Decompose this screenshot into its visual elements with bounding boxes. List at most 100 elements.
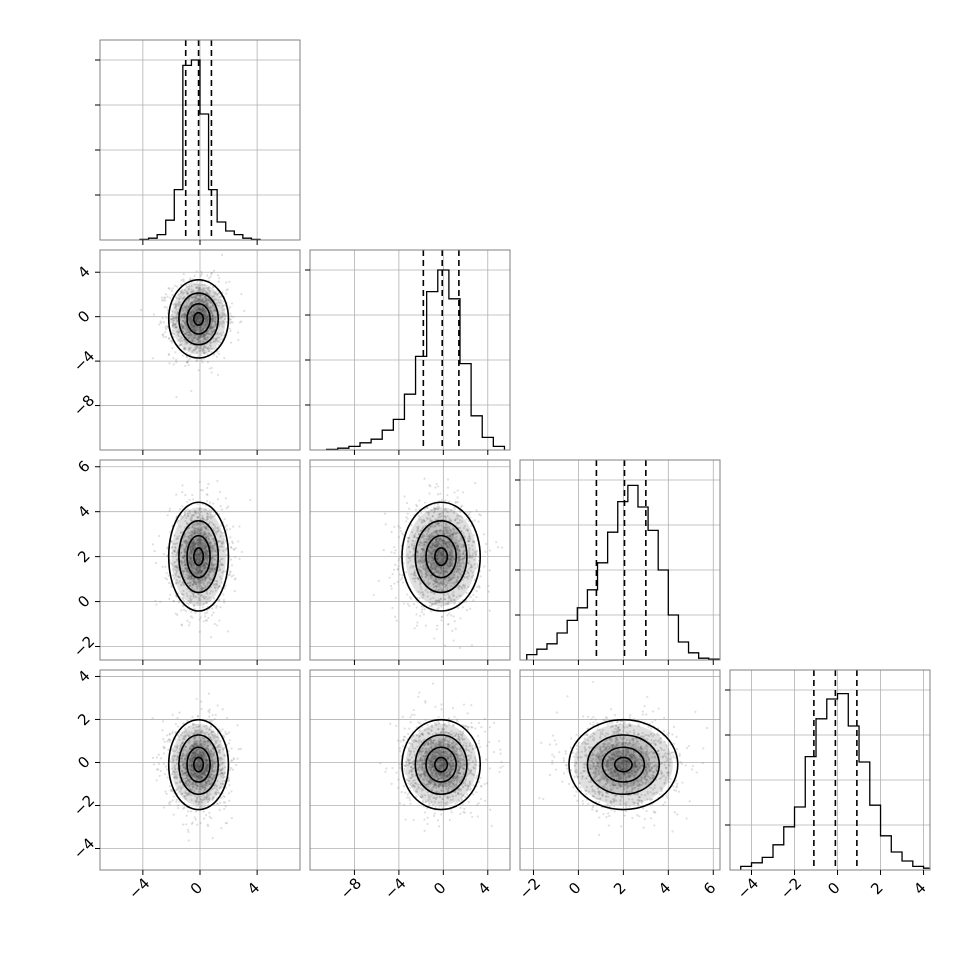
- x-tick-label: 6: [700, 879, 719, 898]
- density-cell: [414, 519, 468, 594]
- contour-line: [167, 501, 230, 612]
- density-cell: [596, 742, 651, 788]
- y-tick-label: −4: [70, 347, 98, 375]
- density-cell: [606, 750, 641, 779]
- density-cell: [421, 529, 461, 584]
- panel-frame: [729, 669, 931, 871]
- x-tick-label: 0: [824, 879, 843, 898]
- hist-panel-1: [305, 249, 511, 455]
- contour-line: [186, 302, 211, 335]
- y-tick-label: 4: [74, 502, 93, 521]
- y-tick-label: 2: [74, 710, 93, 729]
- contour-line: [167, 718, 230, 811]
- x-tick-label: −4: [734, 874, 762, 902]
- x-tick-label: 4: [910, 879, 929, 898]
- density-cell: [183, 529, 214, 584]
- contour-line: [186, 746, 211, 783]
- density-cell: [189, 750, 209, 779]
- y-tick-label: −2: [70, 791, 98, 819]
- y-tick-label: −4: [70, 834, 98, 862]
- x-tick-label: 0: [187, 879, 206, 898]
- contour-line: [167, 278, 230, 359]
- density-cell: [434, 757, 448, 772]
- density-cell: [183, 299, 214, 339]
- scatter-panel-3-1: −8 −4 0 4: [309, 669, 511, 903]
- x-tick-label: −4: [381, 874, 409, 902]
- contour-line: [568, 718, 679, 811]
- contour-line: [434, 756, 449, 773]
- density-cell: [178, 519, 219, 594]
- x-tick-label: 4: [655, 879, 674, 898]
- y-tick-label: 0: [74, 307, 93, 326]
- contour-line: [178, 292, 220, 346]
- contour-line: [601, 746, 646, 783]
- density-cell: [586, 733, 661, 796]
- x-tick-label: −2: [516, 874, 544, 902]
- y-tick-label: 0: [74, 592, 93, 611]
- density-cell: [428, 750, 454, 779]
- panel-frame: [519, 459, 721, 661]
- contour-line: [434, 547, 449, 567]
- density-cell: [189, 539, 209, 574]
- scatter-panel-3-2: −2 0 2 4 6: [516, 669, 721, 903]
- y-tick-label: −8: [70, 391, 98, 419]
- density-cell: [183, 742, 214, 788]
- density-cell: [193, 757, 204, 772]
- density-cell: [421, 742, 461, 788]
- contour-line: [186, 534, 211, 579]
- y-tick-label: 4: [74, 262, 93, 281]
- contour-line: [193, 756, 205, 773]
- x-tick-label: −8: [337, 874, 365, 902]
- panel-frame: [309, 249, 511, 451]
- x-tick-label: 2: [867, 879, 886, 898]
- contour-line: [586, 734, 661, 796]
- hist-panel-2: [515, 459, 721, 665]
- density-cell: [193, 547, 204, 566]
- contour-line: [401, 718, 482, 811]
- scatter-panel-2-0: −2 0 2 4 6: [70, 457, 301, 665]
- density-cell: [193, 312, 204, 326]
- histogram-line: [326, 269, 506, 450]
- contour-line: [193, 311, 205, 326]
- y-tick-label: 2: [74, 547, 93, 566]
- contour-line: [613, 756, 633, 773]
- x-tick-label: −2: [777, 874, 805, 902]
- contour-line: [401, 501, 482, 612]
- x-tick-label: 4: [475, 879, 494, 898]
- y-tick-label: −2: [70, 632, 98, 660]
- panel-frame: [309, 459, 511, 661]
- x-tick-label: −4: [125, 874, 153, 902]
- y-tick-label: 0: [74, 753, 93, 772]
- contour-line: [193, 547, 205, 567]
- contour-line: [178, 519, 220, 594]
- density-cell: [414, 733, 468, 796]
- scatter-panel-1-0: −8 −4 0 4: [70, 249, 301, 455]
- histogram-line: [139, 59, 261, 240]
- contour-line: [178, 734, 220, 796]
- contour-line: [414, 734, 468, 796]
- density-cell: [178, 292, 219, 346]
- hist-panel-3: −4 −2 0 2 4: [725, 669, 931, 903]
- histogram-line: [740, 692, 930, 870]
- x-tick-label: 0: [565, 879, 584, 898]
- x-tick-label: 2: [610, 879, 629, 898]
- histogram-line: [526, 484, 720, 660]
- panel-frame: [519, 669, 721, 871]
- scatter-panel-3-0: −4 −2 0 2 4 −4 0 4: [70, 667, 301, 903]
- scatter-panel-2-1: [309, 459, 511, 665]
- density-cell: [428, 539, 454, 574]
- panel-frame: [309, 669, 511, 871]
- contour-line: [414, 519, 468, 594]
- y-tick-label: 4: [74, 667, 93, 686]
- x-tick-label: 4: [244, 879, 263, 898]
- x-tick-label: 0: [430, 879, 449, 898]
- y-tick-label: 6: [74, 457, 93, 476]
- contour-line: [425, 746, 458, 783]
- hist-panel-0: [95, 39, 301, 245]
- density-cell: [614, 757, 633, 772]
- density-cell: [189, 306, 209, 332]
- contour-line: [425, 534, 458, 579]
- density-cell: [434, 547, 448, 566]
- density-cell: [178, 733, 219, 796]
